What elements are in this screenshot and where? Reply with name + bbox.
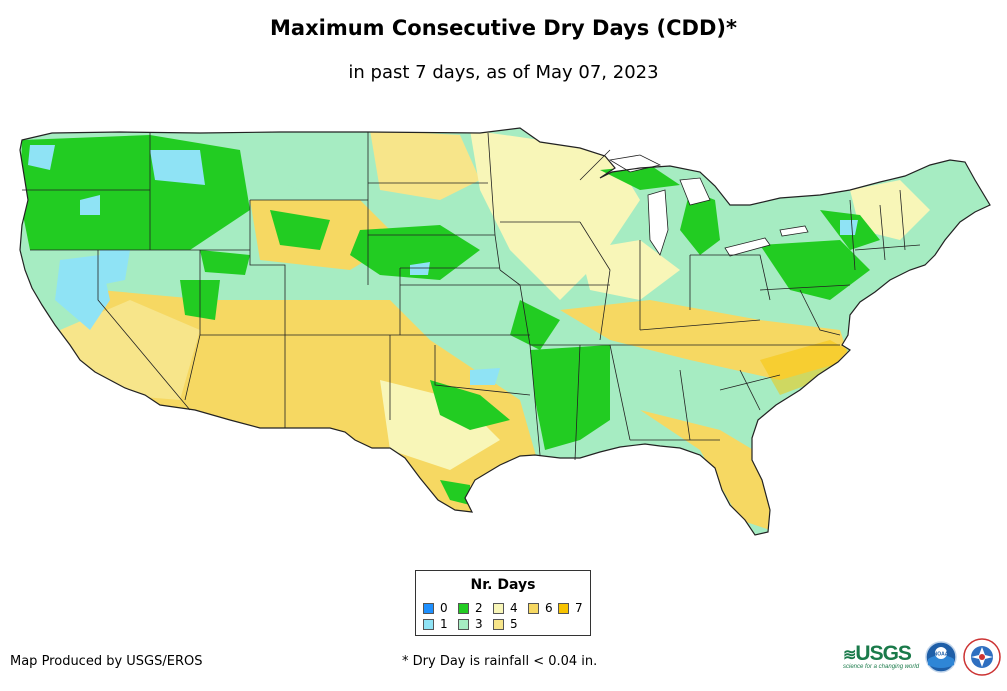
legend-label: 7 xyxy=(575,601,583,615)
legend-item-6: 6 xyxy=(528,602,553,614)
map-title: Maximum Consecutive Dry Days (CDD)* xyxy=(270,16,737,40)
legend-swatch xyxy=(558,602,569,614)
legend-item-0: 0 xyxy=(423,602,448,614)
usgs-wave-icon: ≋ xyxy=(843,647,856,664)
legend-item-7: 7 xyxy=(558,602,583,614)
legend-label: 0 xyxy=(440,601,448,615)
legend-swatch xyxy=(493,618,504,630)
legend-label: 3 xyxy=(475,617,483,631)
legend-label: 6 xyxy=(545,601,553,615)
legend-item-1: 1 xyxy=(423,618,448,630)
legend-item-3: 3 xyxy=(458,618,483,630)
legend-swatch xyxy=(423,618,434,630)
legend-swatch xyxy=(458,602,469,614)
map-credit: Map Produced by USGS/EROS xyxy=(10,654,203,669)
dry-days-fill xyxy=(20,128,990,535)
usgs-tagline: science for a changing world xyxy=(843,664,920,670)
legend-swatch xyxy=(423,602,434,614)
legend-item-5: 5 xyxy=(493,618,518,630)
legend-label: 5 xyxy=(510,617,518,631)
map-subtitle: in past 7 days, as of May 07, 2023 xyxy=(348,62,659,83)
legend-swatch xyxy=(458,618,469,630)
legend-label: 2 xyxy=(475,601,483,615)
legend-item-4: 4 xyxy=(493,602,518,614)
legend-swatch xyxy=(528,602,539,614)
usgs-logo: ≋USGS science for a changing world xyxy=(843,642,919,670)
usgs-wordmark: USGS xyxy=(855,642,912,665)
legend-label: 4 xyxy=(510,601,518,615)
us-dry-days-map xyxy=(19,127,991,536)
legend-swatch xyxy=(493,602,504,614)
noaa-logo: NOAA xyxy=(925,641,957,673)
legend: Nr. Days 0 1 2 3 4 5 6 7 xyxy=(415,570,591,636)
dry-day-footnote: * Dry Day is rainfall < 0.04 in. xyxy=(402,654,598,669)
nws-logo xyxy=(963,638,1001,676)
legend-item-2: 2 xyxy=(458,602,483,614)
legend-title: Nr. Days xyxy=(470,577,536,593)
legend-label: 1 xyxy=(440,617,448,631)
svg-text:NOAA: NOAA xyxy=(934,652,949,658)
